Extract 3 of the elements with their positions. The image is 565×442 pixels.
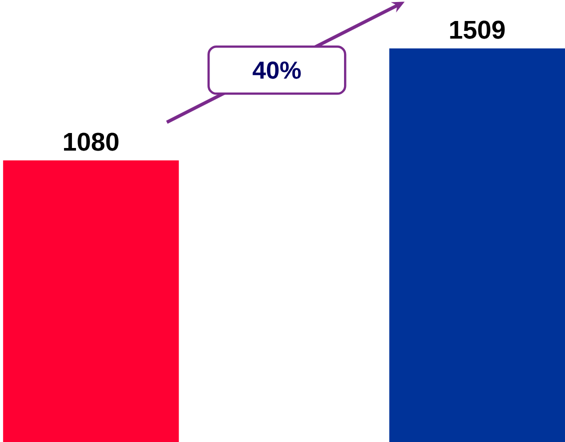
- data-label: 1509: [450, 20, 505, 39]
- annotation: 40%: [252, 61, 301, 79]
- data-label: 1080: [64, 132, 118, 151]
